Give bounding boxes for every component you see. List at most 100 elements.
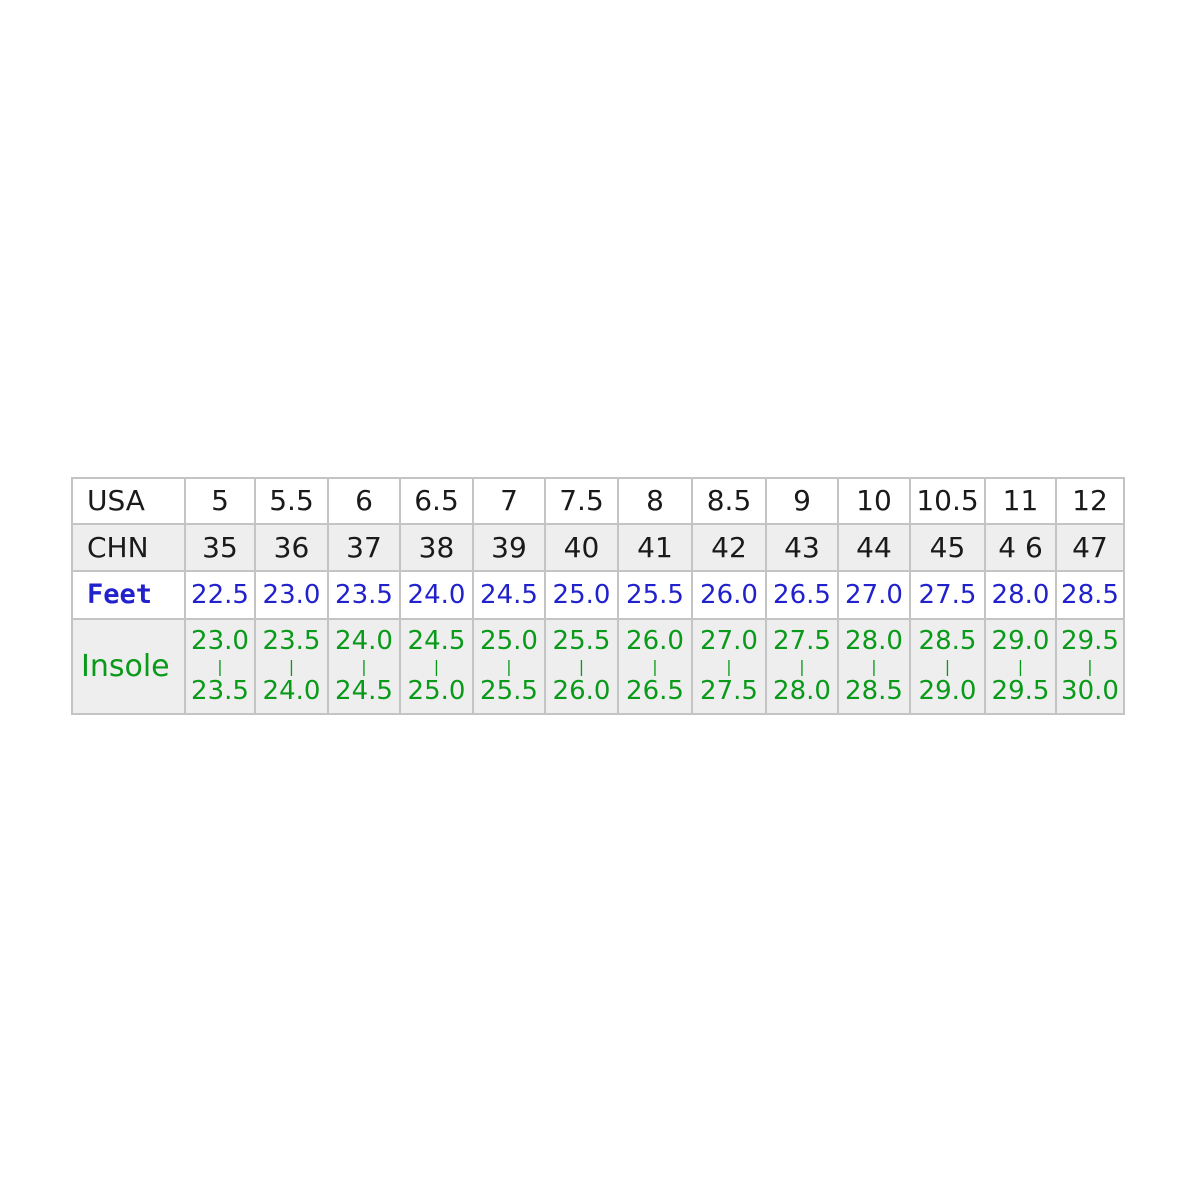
insole-min: 23.0 — [191, 626, 249, 656]
chn-size-cell: 47 — [1055, 523, 1125, 572]
usa-size-cell: 7.5 — [544, 477, 619, 525]
feet-size-cell: 26.5 — [765, 570, 839, 620]
feet-size-cell: 23.5 — [327, 570, 401, 620]
usa-size-cell: 12 — [1055, 477, 1125, 525]
feet-size-cell: 24.5 — [472, 570, 546, 620]
insole-min: 29.5 — [1061, 626, 1119, 656]
chn-size-cell: 45 — [909, 523, 986, 572]
range-separator: | — [799, 657, 805, 676]
row-label-feet: Feet — [71, 570, 186, 620]
insole-size-cell: 28.0 | 28.5 — [837, 618, 911, 715]
insole-max: 28.0 — [773, 676, 831, 706]
feet-size-cell: 27.0 — [837, 570, 911, 620]
feet-size-cell: 22.5 — [184, 570, 256, 620]
insole-max: 29.0 — [918, 676, 977, 706]
insole-min: 27.0 — [700, 626, 758, 656]
usa-size-cell: 11 — [984, 477, 1057, 525]
row-insole: Insole 23.0 | 23.5 23.5 | 24.0 24.0 | 24.5 24.5 | 25… — [71, 618, 1125, 715]
insole-size-cell: 26.0 | 26.5 — [617, 618, 693, 715]
range-separator: | — [217, 657, 223, 676]
row-usa: USA 5 5.5 6 6.5 7 7.5 8 8.5 9 10 10.5 11 12 — [71, 477, 1125, 525]
chn-size-cell: 39 — [472, 523, 546, 572]
insole-max: 26.0 — [552, 676, 611, 706]
insole-size-cell: 23.5 | 24.0 — [254, 618, 329, 715]
insole-range: 25.0 | 25.5 — [475, 626, 543, 707]
insole-range: 25.5 | 26.0 — [547, 626, 616, 707]
insole-max: 30.0 — [1061, 676, 1119, 706]
feet-size-cell: 28.0 — [984, 570, 1057, 620]
insole-max: 24.0 — [262, 676, 321, 706]
usa-size-cell: 8.5 — [691, 477, 767, 525]
row-feet: Feet 22.5 23.0 23.5 24.0 24.5 25.0 25.5 26.0 26.5… — [71, 570, 1125, 620]
insole-max: 28.5 — [845, 676, 903, 706]
insole-min: 24.0 — [335, 626, 393, 656]
insole-range: 29.5 | 30.0 — [1058, 626, 1122, 707]
range-separator: | — [1017, 657, 1024, 676]
usa-size-cell: 7 — [472, 477, 546, 525]
usa-size-cell: 10.5 — [909, 477, 986, 525]
usa-size-cell: 10 — [837, 477, 911, 525]
insole-range: 26.0 | 26.5 — [620, 626, 690, 707]
chn-size-cell: 36 — [254, 523, 329, 572]
chn-size-cell: 37 — [327, 523, 401, 572]
range-separator: | — [726, 657, 732, 676]
insole-size-cell: 28.5 | 29.0 — [909, 618, 986, 715]
insole-range: 24.0 | 24.5 — [330, 626, 398, 707]
feet-size-cell: 23.0 — [254, 570, 329, 620]
usa-size-cell: 5.5 — [254, 477, 329, 525]
feet-size-cell: 25.5 — [617, 570, 693, 620]
feet-size-cell: 28.5 — [1055, 570, 1125, 620]
row-label-insole: Insole — [71, 618, 186, 715]
insole-min: 28.0 — [845, 626, 903, 656]
chn-size-cell: 44 — [837, 523, 911, 572]
insole-range: 24.5 | 25.0 — [402, 626, 471, 707]
row-chn: CHN 35 36 37 38 39 40 41 42 43 44 45 4 6 47 — [71, 523, 1125, 572]
insole-min: 24.5 — [407, 626, 466, 656]
insole-max: 25.5 — [480, 676, 538, 706]
usa-size-cell: 5 — [184, 477, 256, 525]
row-label-chn: CHN — [71, 523, 186, 572]
insole-size-cell: 23.0 | 23.5 — [184, 618, 256, 715]
usa-size-cell: 6.5 — [399, 477, 474, 525]
range-separator: | — [652, 657, 658, 676]
insole-size-cell: 25.5 | 26.0 — [544, 618, 619, 715]
insole-max: 29.5 — [991, 676, 1050, 706]
feet-size-cell: 27.5 — [909, 570, 986, 620]
chn-size-cell: 38 — [399, 523, 474, 572]
chn-size-cell: 4 6 — [984, 523, 1057, 572]
insole-min: 27.5 — [773, 626, 831, 656]
insole-range: 27.0 | 27.5 — [694, 626, 764, 707]
insole-size-cell: 29.5 | 30.0 — [1055, 618, 1125, 715]
usa-size-cell: 9 — [765, 477, 839, 525]
insole-range: 23.5 | 24.0 — [257, 626, 326, 707]
range-separator: | — [361, 657, 367, 676]
feet-size-cell: 26.0 — [691, 570, 767, 620]
insole-max: 27.5 — [700, 676, 758, 706]
insole-size-cell: 24.5 | 25.0 — [399, 618, 474, 715]
usa-size-cell: 6 — [327, 477, 401, 525]
insole-range: 29.0 | 29.5 — [987, 626, 1054, 707]
insole-range: 28.0 | 28.5 — [840, 626, 908, 707]
shoe-size-table: USA 5 5.5 6 6.5 7 7.5 8 8.5 9 10 10.5 11 12 CHN 35 36 37 3… — [71, 477, 1125, 715]
insole-max: 25.0 — [407, 676, 466, 706]
insole-min: 29.0 — [991, 626, 1050, 656]
insole-size-cell: 25.0 | 25.5 — [472, 618, 546, 715]
usa-size-cell: 8 — [617, 477, 693, 525]
insole-min: 25.0 — [480, 626, 538, 656]
insole-max: 23.5 — [191, 676, 249, 706]
insole-min: 25.5 — [552, 626, 611, 656]
range-separator: | — [578, 657, 585, 676]
range-separator: | — [871, 657, 877, 676]
insole-range: 23.0 | 23.5 — [187, 626, 253, 707]
insole-range: 28.5 | 29.0 — [912, 626, 983, 707]
chn-size-cell: 40 — [544, 523, 619, 572]
range-separator: | — [506, 657, 512, 676]
chn-size-cell: 42 — [691, 523, 767, 572]
range-separator: | — [433, 657, 440, 676]
insole-max: 24.5 — [335, 676, 393, 706]
chn-size-cell: 41 — [617, 523, 693, 572]
chn-size-cell: 43 — [765, 523, 839, 572]
feet-size-cell: 25.0 — [544, 570, 619, 620]
insole-min: 28.5 — [918, 626, 977, 656]
range-separator: | — [288, 657, 295, 676]
